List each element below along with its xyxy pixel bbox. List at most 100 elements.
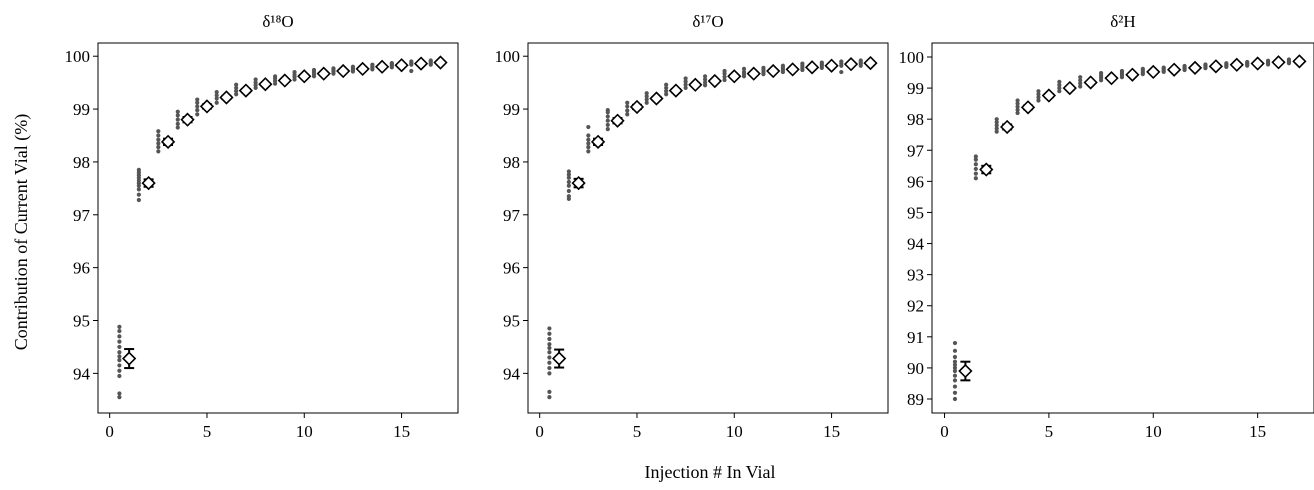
panel-title: δ¹⁸O — [262, 12, 293, 31]
mean-marker — [415, 58, 427, 70]
x-tick-label: 0 — [535, 422, 544, 441]
mean-marker — [376, 61, 388, 73]
mean-marker — [434, 57, 446, 69]
data-point — [176, 118, 180, 122]
data-point — [974, 171, 978, 175]
mean-marker — [689, 79, 701, 91]
x-tick-label: 0 — [940, 422, 949, 441]
mean-marker — [279, 75, 291, 87]
mean-marker — [337, 65, 349, 77]
y-tick-label: 99 — [907, 79, 924, 98]
data-point — [606, 127, 610, 131]
mean-marker — [201, 100, 213, 112]
mean-marker — [1085, 76, 1097, 88]
data-point — [117, 329, 121, 333]
y-tick-label: 93 — [907, 266, 924, 285]
data-point — [547, 371, 551, 375]
x-tick-label: 5 — [203, 422, 212, 441]
y-tick-label: 94 — [73, 364, 91, 383]
data-point — [586, 125, 590, 129]
data-point — [953, 349, 957, 353]
y-tick-label: 96 — [907, 172, 924, 191]
y-axis-label: Contribution of Current Vial (%) — [11, 114, 32, 351]
data-point — [953, 378, 957, 382]
data-point — [974, 162, 978, 166]
data-point — [195, 112, 199, 116]
data-point — [820, 60, 824, 64]
data-point — [117, 334, 121, 338]
data-point — [215, 101, 219, 105]
data-point — [117, 325, 121, 329]
data-point — [331, 66, 335, 70]
data-point — [800, 62, 804, 66]
data-point — [625, 109, 629, 113]
data-point — [156, 149, 160, 153]
data-point — [117, 358, 121, 362]
mean-marker — [650, 93, 662, 105]
data-point — [1203, 62, 1207, 66]
data-point — [586, 138, 590, 142]
data-point — [567, 184, 571, 188]
mean-marker — [592, 136, 604, 148]
y-tick-label: 92 — [907, 297, 924, 316]
x-axis-label: Injection # In Vial — [644, 462, 775, 482]
y-tick-label: 99 — [503, 100, 520, 119]
data-point — [137, 168, 141, 172]
data-point — [195, 104, 199, 108]
data-point — [1224, 61, 1228, 65]
data-point — [429, 58, 433, 62]
data-point — [547, 355, 551, 359]
data-point — [1162, 65, 1166, 69]
mean-marker — [123, 353, 135, 365]
data-point — [292, 70, 296, 74]
data-point — [547, 366, 551, 370]
data-point — [215, 90, 219, 94]
y-tick-label: 97 — [907, 141, 925, 160]
data-point — [722, 69, 726, 73]
mean-marker — [709, 75, 721, 87]
data-point — [117, 354, 121, 358]
data-point — [839, 59, 843, 63]
mean-marker — [1252, 58, 1264, 70]
mean-marker — [182, 114, 194, 126]
data-point — [117, 391, 121, 395]
data-point — [234, 83, 238, 87]
data-point — [1120, 69, 1124, 73]
data-point — [156, 138, 160, 142]
data-point — [547, 346, 551, 350]
x-tick-label: 10 — [1145, 422, 1162, 441]
data-point — [781, 64, 785, 68]
panel-title: δ²H — [1110, 12, 1135, 31]
data-point — [1036, 89, 1040, 93]
data-point — [953, 391, 957, 395]
mean-marker — [1273, 56, 1285, 68]
y-tick-label: 89 — [907, 390, 924, 409]
mean-marker — [1231, 59, 1243, 71]
mean-marker — [240, 85, 252, 97]
data-point — [176, 110, 180, 114]
data-point — [390, 61, 394, 65]
data-point — [953, 374, 957, 378]
plot-frame — [932, 43, 1314, 413]
mean-marker — [959, 365, 971, 377]
data-point — [117, 345, 121, 349]
mean-marker — [728, 70, 740, 82]
mean-marker — [1147, 66, 1159, 78]
data-point — [586, 141, 590, 145]
y-tick-label: 99 — [73, 100, 90, 119]
data-point — [137, 187, 141, 191]
data-point — [974, 167, 978, 171]
data-point — [117, 374, 121, 378]
data-point — [117, 369, 121, 373]
data-point — [1266, 59, 1270, 63]
mean-marker — [1106, 72, 1118, 84]
data-point — [547, 390, 551, 394]
data-point — [761, 66, 765, 70]
data-point — [684, 76, 688, 80]
data-point — [606, 108, 610, 112]
data-point — [370, 63, 374, 67]
data-point — [625, 112, 629, 116]
data-point — [953, 397, 957, 401]
